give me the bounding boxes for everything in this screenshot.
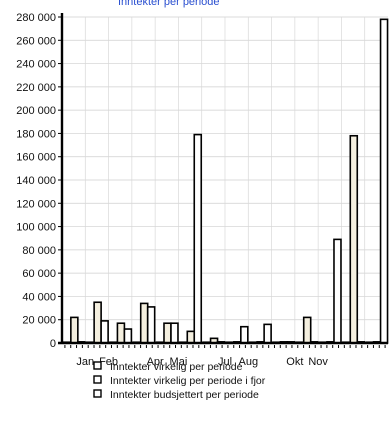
y-tick-label: 120 000 [16,198,56,210]
y-tick-label: 20 000 [22,315,56,327]
bar-series-2-period-13 [349,134,359,344]
bar-series-3-period-4 [146,306,156,344]
bar-series-3-period-12 [333,238,342,344]
bar-series-3-period-3 [123,328,133,344]
y-tick-labels: 0 20 000 40 000 60 000 80 000 100 000 120 000 1… [16,12,56,350]
y-tick-label: 140 000 [16,175,56,187]
y-tick-label: 260 000 [16,35,56,47]
bar-series-2-period-4 [139,302,149,344]
legend-entry-3: Inntekter budsjettert per periode [110,389,259,401]
bar-series-3-period-2 [100,320,109,344]
y-tick-label: 240 000 [16,59,56,71]
bar-series-2-period-11 [302,316,312,344]
x-month-label: Apr [147,356,164,368]
bar-series-3-period-9 [263,323,272,344]
y-tick-label: 280 000 [16,12,56,24]
y-tick-label: 60 000 [22,268,56,280]
x-month-label: Nov [308,356,328,368]
bar-series-2-period-5 [163,322,172,344]
chart-title-fragment: Inntekter per periode [118,0,220,8]
axes [58,13,388,348]
legend-entry-2: Inntekter virkelig per periode i fjor [110,375,266,387]
x-month-label: Mai [170,356,188,368]
x-month-labels: Jan Feb Apr Mai Jul Aug Okt Nov [76,356,328,368]
bar-series-3-period-6 [193,133,203,344]
bar-series-2-period-2 [93,301,102,344]
legend-swatch-3 [93,389,102,398]
bars [62,18,389,344]
y-tick-label: 180 000 [16,128,56,140]
bar-series-2-period-1 [70,316,79,344]
legend-swatch-2 [93,375,102,384]
gridlines [62,16,388,343]
y-tick-label: 200 000 [16,105,56,117]
legend-swatch-1 [93,361,102,370]
bar-series-2-period-6 [186,330,196,344]
x-month-label: Jul [218,356,232,368]
y-tick-label: 160 000 [16,152,56,164]
bar-series-3-period-14 [379,18,389,344]
y-tick-label: 40 000 [22,291,56,303]
legend: Inntekter virkelig per periode Inntekter … [93,361,266,401]
x-month-label: Aug [238,356,258,368]
x-month-label: Jan [76,356,94,368]
bar-series-2-period-3 [116,322,126,344]
legend-entry-1: Inntekter virkelig per periode [110,361,243,373]
bar-series-3-period-5 [170,322,179,344]
y-tick-label: 220 000 [16,82,56,94]
y-tick-label: 100 000 [16,222,56,234]
y-tick-label: 0 [50,338,56,350]
x-month-label: Okt [286,356,303,368]
y-tick-label: 80 000 [22,245,56,257]
bar-series-3-period-8 [240,325,249,344]
x-month-label: Feb [99,356,118,368]
